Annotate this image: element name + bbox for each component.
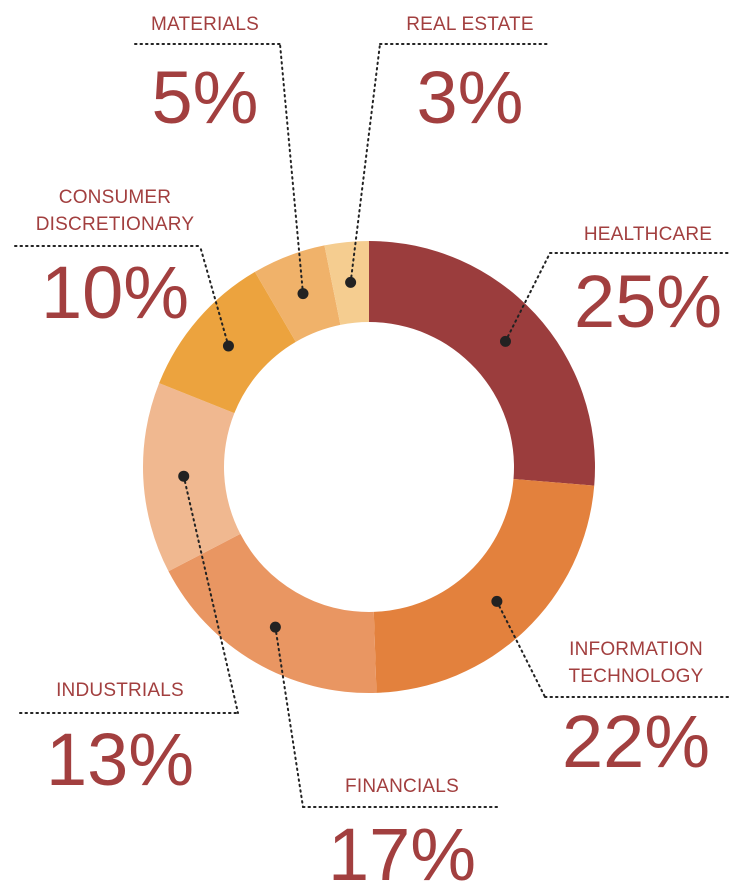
leader-line: [199, 245, 230, 347]
category-label: REAL ESTATE: [406, 14, 534, 35]
value-label: 3%: [416, 56, 524, 139]
category-label: INDUSTRIALS: [56, 680, 184, 701]
value-label: 10%: [40, 251, 190, 334]
leader-dot: [345, 276, 357, 288]
leader-line: [349, 43, 381, 284]
leader-line: [504, 252, 551, 343]
donut-slice: [168, 533, 377, 694]
value-label: 22%: [561, 700, 711, 783]
leader-dot: [269, 621, 281, 633]
value-label: 5%: [151, 56, 259, 139]
leader-dot: [499, 335, 511, 347]
value-label: 25%: [573, 260, 723, 343]
value-label: 13%: [45, 718, 195, 801]
leader-line: [495, 600, 546, 698]
leader-dot: [297, 288, 309, 300]
value-label: 17%: [327, 813, 477, 887]
leader-dot: [178, 470, 190, 482]
category-label: FINANCIALS: [345, 776, 459, 797]
donut-slice: [143, 383, 241, 572]
category-label: HEALTHCARE: [583, 224, 713, 245]
donut-slice: [373, 478, 595, 693]
category-label: CONSUMER DISCRETIONARY: [35, 187, 195, 235]
category-label: MATERIALS: [150, 14, 260, 35]
leader-dot: [491, 595, 503, 607]
category-label: INFORMATION TECHNOLOGY: [568, 639, 704, 687]
leader-line: [182, 475, 239, 714]
leader-dot: [222, 340, 234, 352]
leader-line: [279, 43, 305, 295]
donut-slice: [369, 241, 595, 486]
